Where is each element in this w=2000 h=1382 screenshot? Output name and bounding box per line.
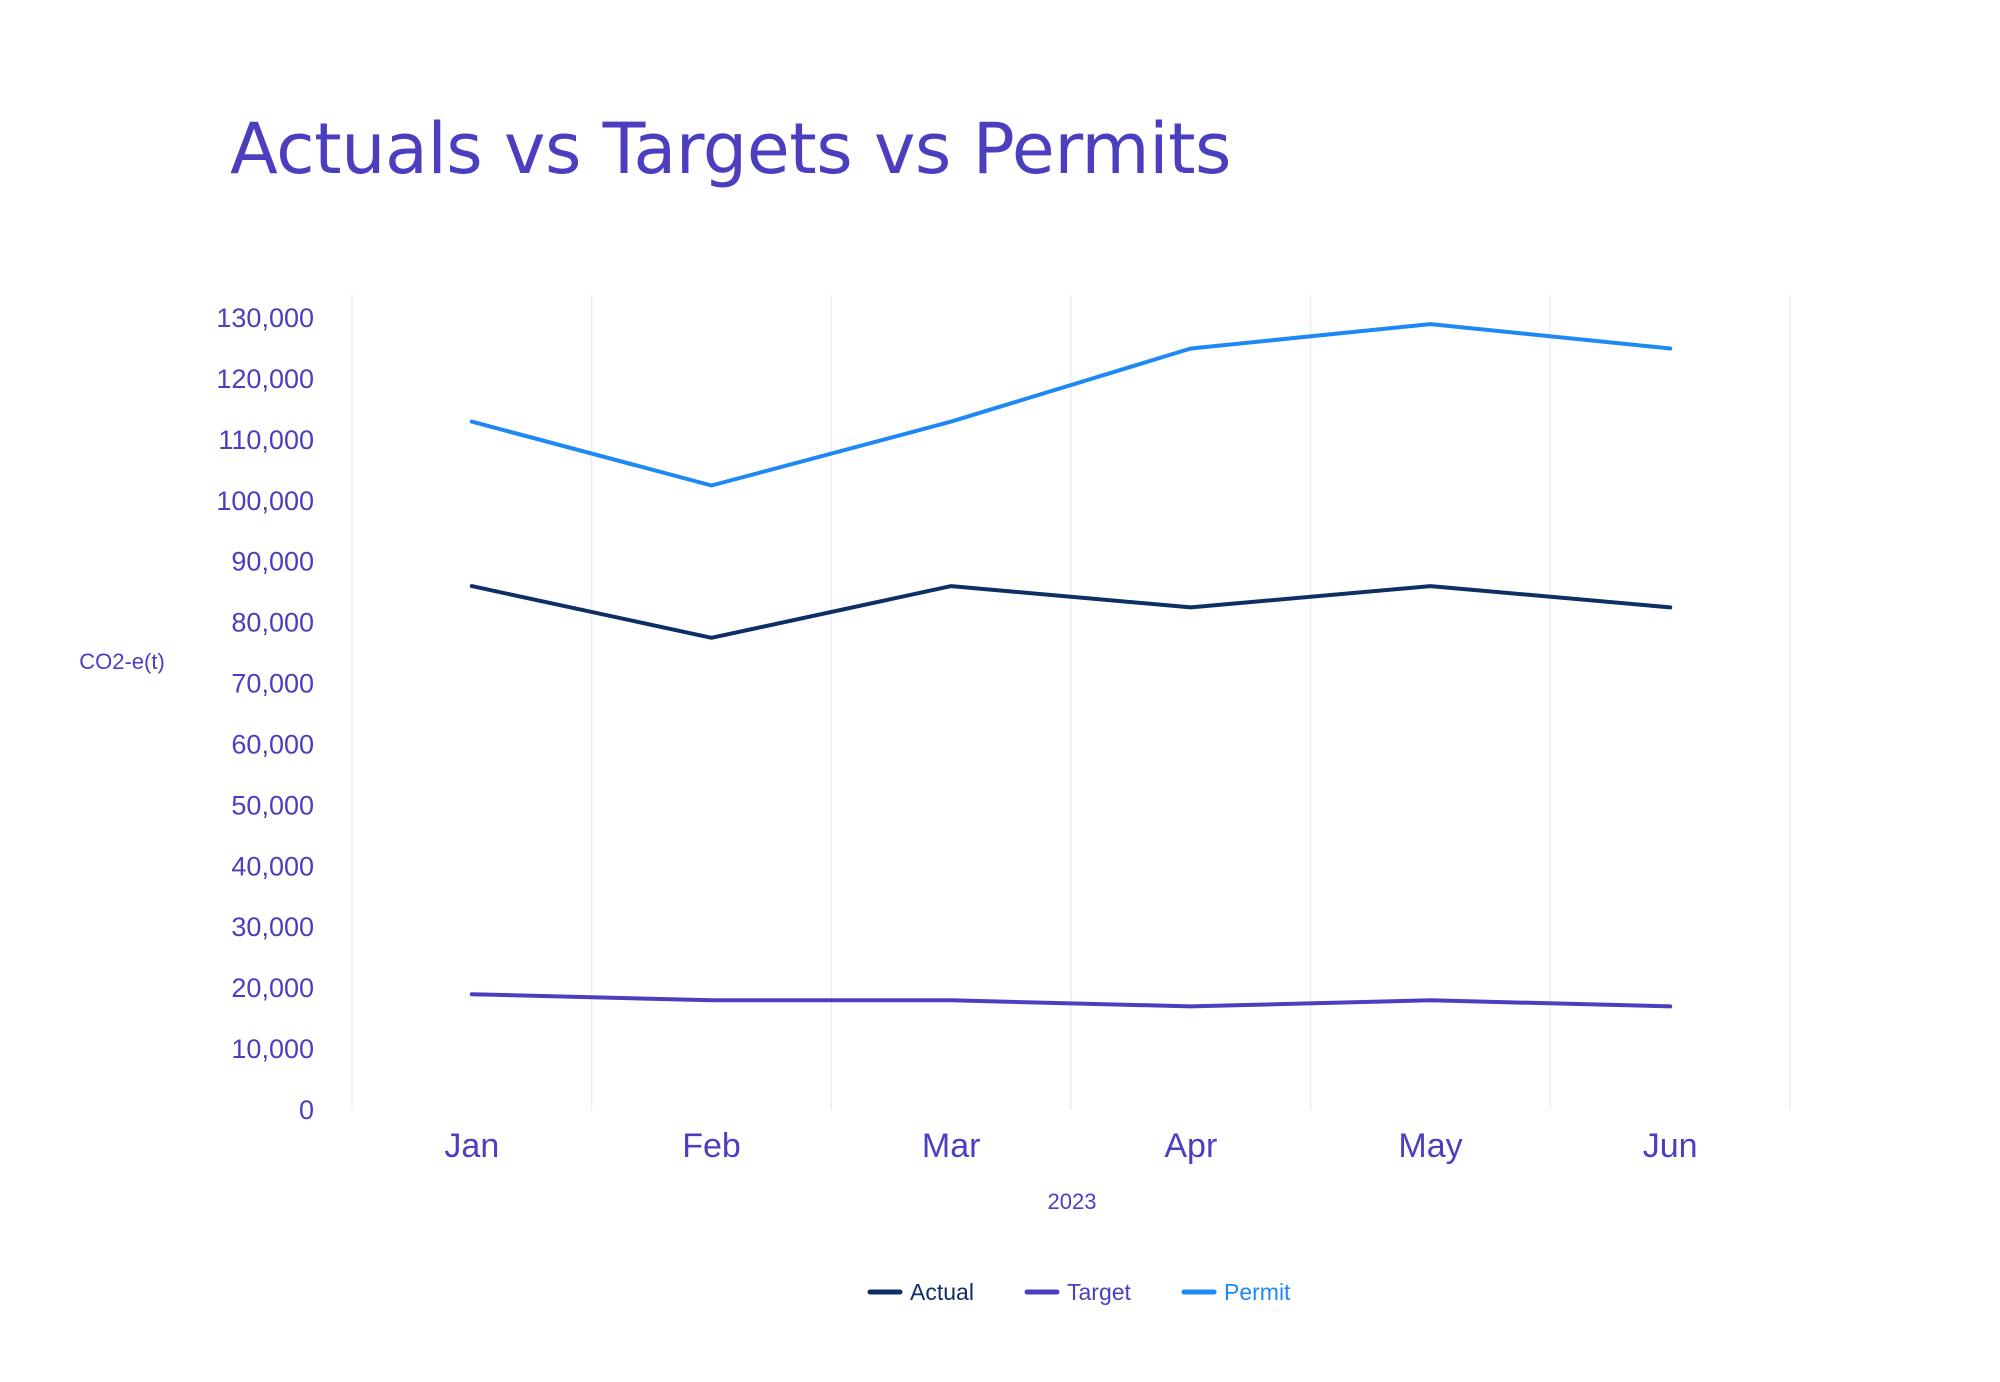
series-line-actual bbox=[469, 584, 1673, 640]
y-tick-label: 50,000 bbox=[231, 790, 314, 820]
y-tick-label: 40,000 bbox=[231, 851, 314, 881]
legend-label: Target bbox=[1067, 1279, 1132, 1305]
series-line-permit bbox=[469, 322, 1673, 488]
y-tick-label: 80,000 bbox=[231, 608, 314, 638]
x-tick-label: Jan bbox=[444, 1127, 499, 1165]
x-tick-label: Apr bbox=[1164, 1127, 1217, 1165]
y-tick-label: 90,000 bbox=[231, 547, 314, 577]
x-axis-label: 2023 bbox=[1048, 1189, 1097, 1214]
y-tick-label: 10,000 bbox=[231, 1034, 314, 1064]
series-lines bbox=[469, 322, 1673, 1009]
chart-title: Actuals vs Targets vs Permits bbox=[230, 108, 1231, 190]
y-axis-ticks: 0 10,000 20,000 30,000 40,000 50,000 60,000 70,… bbox=[216, 303, 314, 1125]
y-tick-label: 100,000 bbox=[216, 486, 314, 516]
x-tick-label: May bbox=[1398, 1127, 1462, 1165]
x-tick-label: Feb bbox=[682, 1127, 741, 1165]
legend-item-permit[interactable]: Permit bbox=[1181, 1279, 1291, 1305]
y-tick-label: 120,000 bbox=[216, 364, 314, 394]
legend-label: Permit bbox=[1224, 1279, 1291, 1305]
y-tick-label: 0 bbox=[299, 1095, 314, 1125]
y-axis-label: CO2-e(t) bbox=[79, 649, 165, 674]
x-axis-ticks: Jan Feb Mar Apr May Jun bbox=[444, 1127, 1697, 1165]
x-tick-label: Jun bbox=[1643, 1127, 1698, 1165]
legend-label: Actual bbox=[910, 1279, 974, 1305]
grid-lines bbox=[351, 295, 1791, 1110]
legend-item-actual[interactable]: Actual bbox=[867, 1279, 974, 1305]
y-tick-label: 110,000 bbox=[218, 425, 314, 455]
series-line-target bbox=[469, 992, 1673, 1009]
legend: Actual Target Permit bbox=[867, 1279, 1291, 1305]
legend-item-target[interactable]: Target bbox=[1024, 1279, 1132, 1305]
y-tick-label: 60,000 bbox=[231, 729, 314, 759]
y-tick-label: 130,000 bbox=[216, 303, 314, 333]
x-tick-label: Mar bbox=[922, 1127, 981, 1165]
y-tick-label: 20,000 bbox=[231, 973, 314, 1003]
y-tick-label: 70,000 bbox=[231, 669, 314, 699]
y-tick-label: 30,000 bbox=[231, 912, 314, 942]
